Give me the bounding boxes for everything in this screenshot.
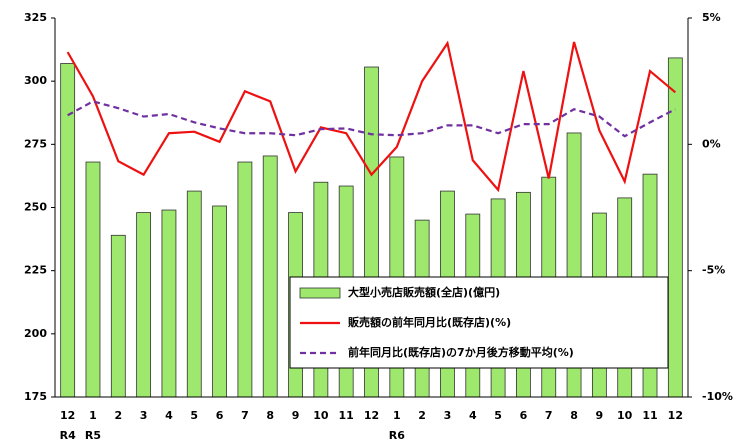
x-tick-label: 10	[617, 409, 633, 422]
y-tick-label: 250	[24, 201, 47, 214]
x-tick-label: 12	[60, 409, 75, 422]
bar	[136, 212, 152, 398]
y-tick-label: 275	[24, 137, 47, 150]
x-tick-label: 8	[266, 409, 274, 422]
bar	[85, 161, 101, 398]
bar	[667, 57, 683, 398]
x-tick-label: 4	[469, 409, 477, 422]
y2-tick-label: -10%	[702, 390, 733, 403]
x-tick-label: 7	[545, 409, 553, 422]
x-tick-label: 8	[570, 409, 578, 422]
y2-tick-label: 0%	[702, 137, 721, 150]
x-tick-label: 12	[668, 409, 683, 422]
legend-label: 前年同月比(既存店)の7か月後方移動平均(%)	[348, 345, 574, 359]
bar	[110, 234, 126, 398]
y-tick-label: 325	[24, 11, 47, 24]
x-tick-label: 2	[114, 409, 122, 422]
y2-tick-label: -5%	[702, 264, 725, 277]
x-tick-label: 5	[494, 409, 502, 422]
x-tick-label: 6	[216, 409, 224, 422]
x-tick-label: 1	[89, 409, 97, 422]
bar	[262, 155, 278, 398]
year-label: R5	[85, 429, 101, 439]
legend-label: 販売額の前年同月比(既存店)(%)	[348, 315, 511, 329]
x-tick-label: 6	[520, 409, 528, 422]
year-label: R6	[389, 429, 405, 439]
bar	[212, 205, 227, 398]
legend-box	[289, 276, 669, 369]
x-tick-label: 9	[596, 409, 604, 422]
x-tick-label: 12	[364, 409, 379, 422]
legend-label: 大型小売店販売額(全店)(億円)	[348, 285, 500, 299]
bar	[237, 161, 253, 398]
year-label: R4	[60, 429, 76, 439]
y-tick-label: 175	[24, 390, 47, 403]
bar	[186, 190, 202, 398]
x-tick-label: 7	[241, 409, 249, 422]
x-tick-label: 5	[190, 409, 198, 422]
y-tick-label: 200	[24, 327, 47, 340]
x-tick-label: 10	[313, 409, 329, 422]
x-tick-label: 2	[418, 409, 426, 422]
line-series	[67, 100, 676, 138]
x-tick-label: 3	[444, 409, 452, 422]
bar	[161, 209, 177, 398]
x-tick-label: 9	[292, 409, 300, 422]
x-tick-label: 3	[140, 409, 148, 422]
y-tick-label: 300	[24, 74, 47, 87]
y2-tick-label: 5%	[702, 11, 721, 24]
legend-swatch	[299, 287, 341, 299]
line-series	[66, 40, 677, 193]
y-tick-label: 225	[24, 264, 47, 277]
x-tick-label: 11	[339, 409, 354, 422]
x-tick-label: 4	[165, 409, 173, 422]
x-tick-label: 11	[642, 409, 657, 422]
x-tick-label: 1	[393, 409, 401, 422]
